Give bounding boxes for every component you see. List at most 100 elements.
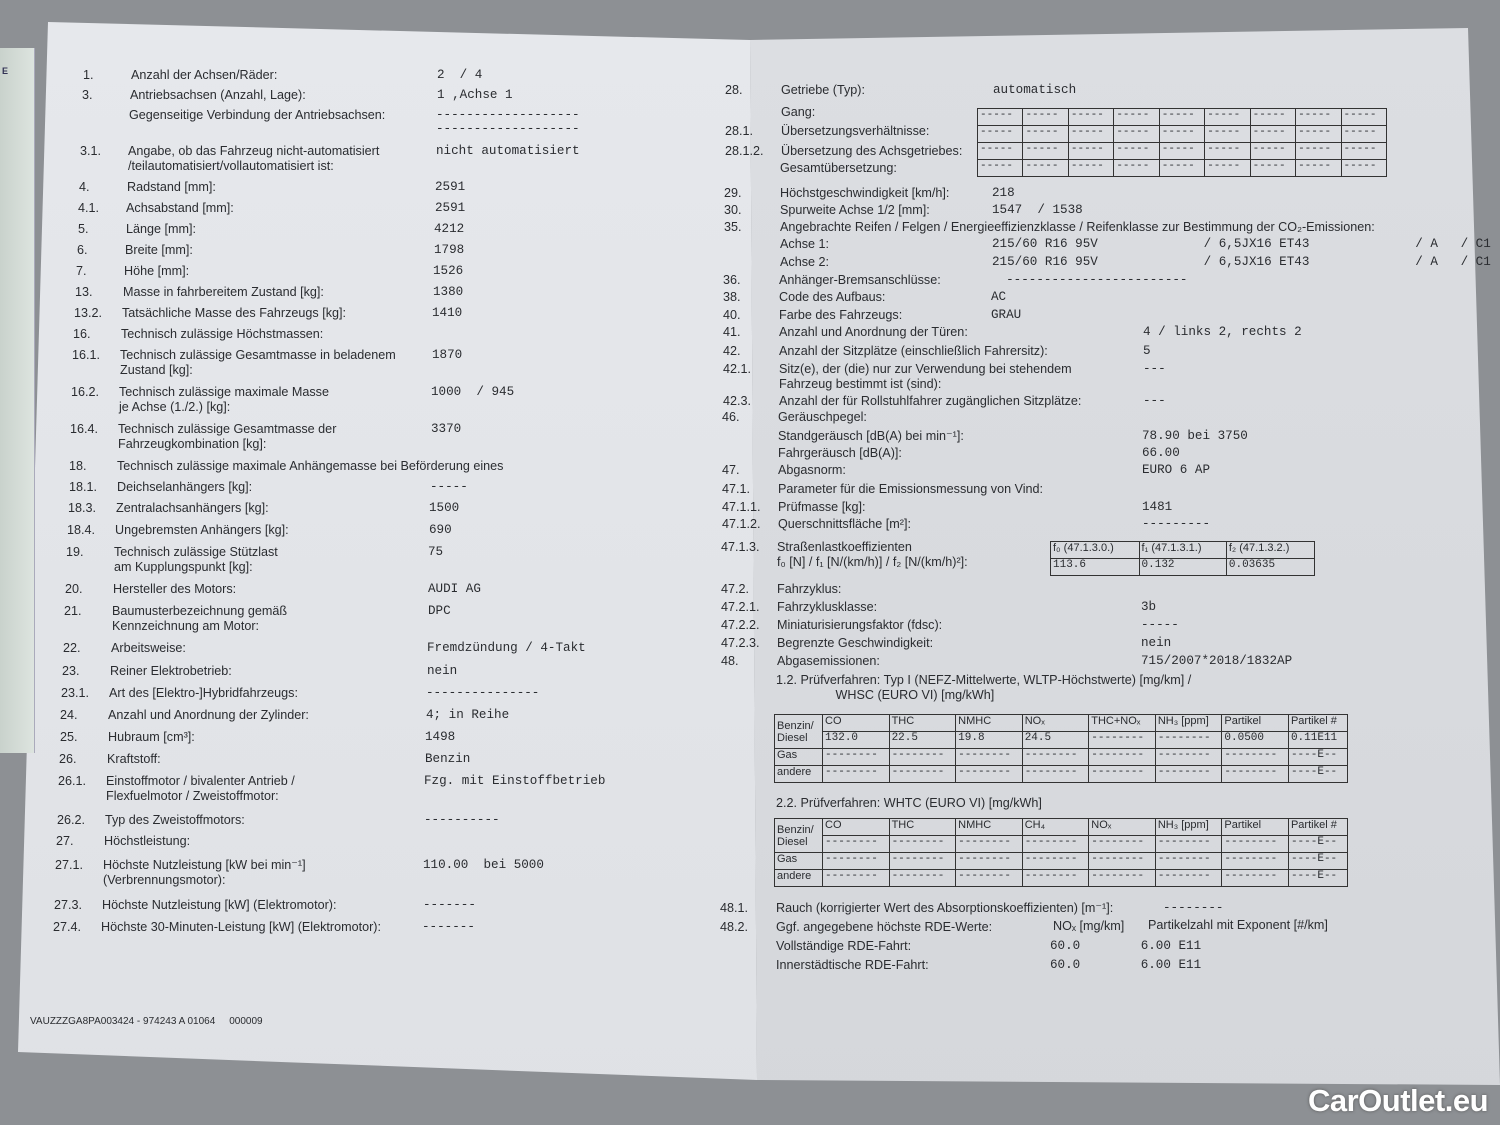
table-cell: -------- (1021, 869, 1090, 887)
column-header: CO (822, 714, 890, 732)
field-value: 2591 (435, 180, 466, 194)
field-label: Achsabstand [mm]: (126, 201, 234, 215)
table-cell: -------- (955, 765, 1023, 783)
table-cell: f₂ (47.1.3.2.) (1225, 541, 1316, 559)
field-number: 47.2.3. (721, 636, 760, 650)
field-value: 715/2007*2018/1832AP (1141, 654, 1293, 668)
table-cell: -------- (1221, 869, 1289, 887)
field-number: 47. (722, 463, 740, 477)
field-number: 4. (79, 180, 90, 194)
column-header: Partikel (1221, 714, 1289, 732)
field-value: 1547 / 1538 (992, 203, 1083, 217)
field-number: 41. (723, 325, 741, 339)
column-header: Partikel (1221, 818, 1289, 836)
field-label: Tatsächliche Masse des Fahrzeugs [kg]: (122, 306, 346, 320)
field-number: 18.1. (69, 480, 98, 494)
table-cell: 0.0500 (1221, 731, 1289, 749)
field-value: 690 (429, 523, 452, 537)
table-cell: -------- (1088, 748, 1156, 766)
table-row: 132.0 22.5 19.8 24.5 -------- -------- 0.0500 0… (775, 731, 1349, 749)
table-cell: -------- (1221, 765, 1289, 783)
table-cell: ----- (1067, 125, 1115, 143)
field-number: 6. (77, 243, 88, 257)
field-number: 35. (724, 220, 742, 234)
adjacent-document-edge: E (0, 48, 35, 753)
column-header: NH₃ [ppm] (1154, 714, 1223, 732)
field-label: Höchste Nutzleistung [kW] (Elektromotor)… (102, 898, 337, 912)
table-cell: -------- (888, 852, 957, 870)
field-label: Querschnittsfläche [m²]: (778, 517, 911, 531)
field-value: 60.0 6.00 E11 (1050, 958, 1202, 972)
field-value: 1410 (432, 306, 463, 320)
table-cell: -------- (955, 869, 1023, 887)
table-cell: ----- (1158, 159, 1206, 177)
field-number: 3. (82, 88, 93, 102)
table-header-row: Benzin/ Diesel CO THC NMHC CH₄ NOₓ NH₃ [ppm] Pa… (773, 818, 1349, 853)
field-label: Typ des Zweistoffmotors: (105, 813, 245, 827)
table-cell: -------- (888, 835, 957, 853)
table-cell: ----- (976, 125, 1024, 143)
field-label: Abgasnorm: (778, 463, 846, 477)
field-label: Fahrzyklus: (777, 582, 842, 596)
table-cell: -------- (1221, 852, 1289, 870)
table-cell: f₀ (47.1.3.0.) (1050, 541, 1140, 559)
table-cell: -------- (1221, 748, 1289, 766)
field-number: 16. (73, 327, 91, 341)
field-label: Code des Aufbaus: (779, 290, 886, 304)
field-label: Fahrgeräusch [dB(A)]: (778, 446, 902, 460)
emission-table-2: Benzin/ Diesel CO THC NMHC CH₄ NOₓ NH₃ [ppm] Pa… (773, 818, 1349, 887)
field-number: 42.3. (723, 394, 752, 408)
field-label: Anhänger-Bremsanschlüsse: (779, 273, 941, 287)
field-label: Anzahl der für Rollstuhlfahrer zugänglic… (779, 394, 1082, 408)
field-value: 4 / links 2, rechts 2 (1143, 325, 1302, 339)
field-number: 47.2.2. (721, 618, 760, 632)
field-value: --------------- (426, 686, 540, 700)
table-cell: Gas (773, 748, 824, 766)
table-cell: 132.0 (822, 731, 890, 749)
field-number: 3.1. (80, 144, 102, 158)
table-row: Gas -------- -------- -------- -------- -----… (773, 748, 1349, 766)
field-value: 215/60 R16 95V / 6,5JX16 ET43 / A / C1 (992, 237, 1491, 251)
field-label: Antriebsachsen (Anzahl, Lage): (130, 88, 306, 102)
field-label: Parameter für die Emissionsmessung von V… (778, 482, 1044, 496)
field-number: 21. (64, 604, 82, 618)
table-cell: ----- (1249, 142, 1297, 160)
column-header: CO (822, 818, 890, 836)
field-value: 60.0 6.00 E11 (1050, 939, 1202, 953)
field-value: 2 / 4 (437, 68, 483, 82)
field-label: Straßenlastkoeffizienten f₀ [N] / f₁ [N/… (777, 540, 968, 569)
field-number: 25. (60, 730, 78, 744)
field-number: 22. (63, 641, 81, 655)
field-label: Gegenseitige Verbindung der Antriebsachs… (129, 108, 386, 122)
field-value: ------- (422, 920, 475, 934)
table-cell: ----- (1022, 142, 1069, 160)
field-number: 26. (59, 752, 77, 766)
table-cell: ----- (1249, 125, 1297, 143)
table-cell: -------- (1021, 748, 1090, 766)
field-value: 3370 (431, 422, 462, 436)
field-value: Fremdzündung / 4-Takt (427, 641, 586, 655)
field-label: Anzahl und Anordnung der Zylinder: (108, 708, 309, 722)
table-cell: ----E-- (1287, 765, 1349, 783)
field-number: 13.2. (74, 306, 103, 320)
table-cell: Gas (773, 852, 824, 870)
field-value: ---------- (424, 813, 500, 827)
field-label: Höchste Nutzleistung [kW bei min⁻¹] (Ver… (103, 858, 306, 887)
table-cell: andere (773, 869, 824, 887)
field-value: 1498 (425, 730, 456, 744)
field-label: Übersetzung des Achsgetriebes: (781, 144, 963, 158)
field-number: 27.1. (55, 858, 84, 872)
field-value: --------- (1142, 517, 1211, 531)
field-number: 28. (725, 83, 743, 97)
table-cell: -------- (888, 748, 957, 766)
table-cell: ----- (1249, 108, 1297, 126)
field-number: 18.3. (68, 501, 97, 515)
field-label: Begrenzte Geschwindigkeit: (777, 636, 934, 650)
field-label: Geräuschpegel: (778, 410, 867, 424)
table-row: andere -------- -------- -------- -------- --… (773, 765, 1349, 783)
footer-code: VAUZZZGA8PA003424 - 974243 A 01064 00000… (30, 1016, 263, 1027)
table-cell: -------- (822, 765, 890, 783)
field-value: 110.00 bei 5000 (423, 858, 544, 872)
table-cell: -------- (888, 765, 957, 783)
